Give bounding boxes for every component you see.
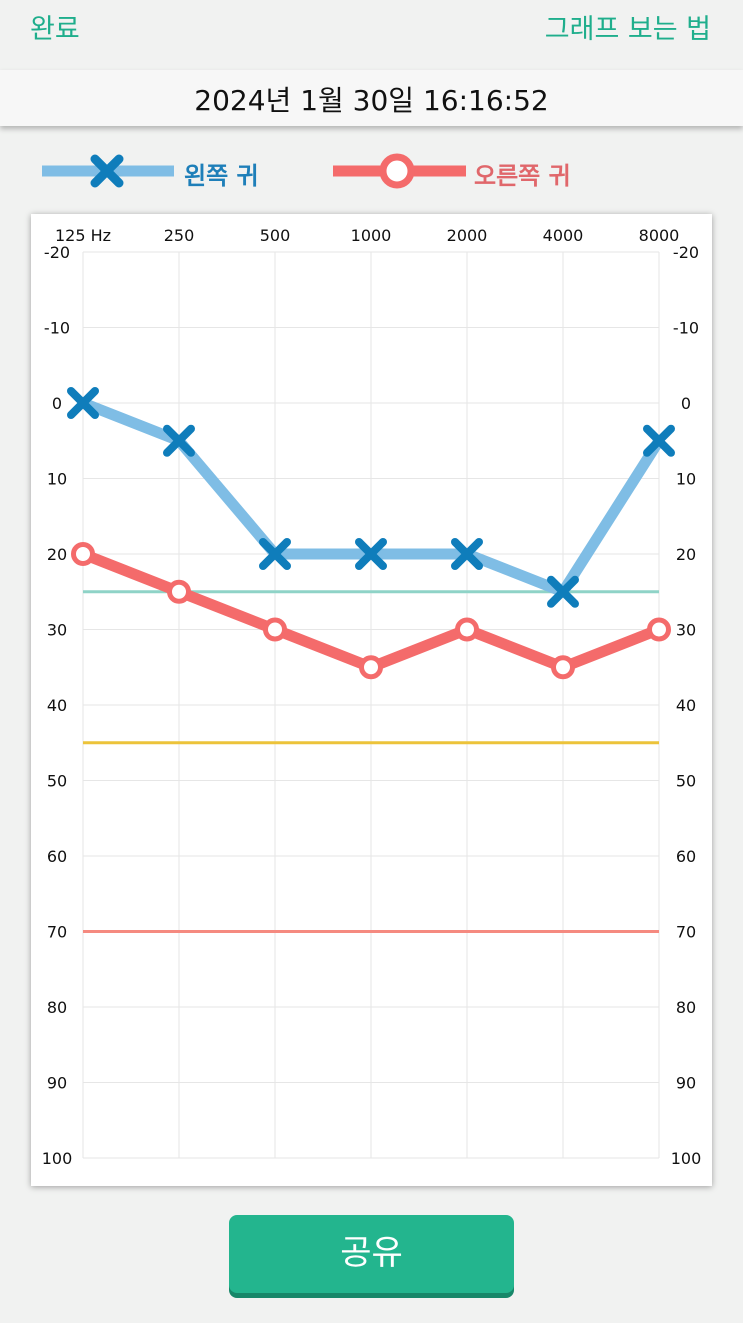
x-tick-label: 8000 [639,226,680,245]
left-ear-point [451,538,483,570]
right-ear-point [359,655,383,680]
y-tick-label-left: -10 [44,319,70,338]
left-ear-point [163,424,195,457]
right-ear-point [647,617,671,642]
y-tick-label-right: 20 [676,545,696,564]
y-tick-label-left: 40 [47,696,67,715]
left-ear-point [547,575,579,608]
y-tick-label-right: 30 [676,621,696,640]
y-tick-label-right: -20 [673,243,699,262]
audiogram-card: -20 -20 -10 -10 0 0 10 10 20 20 30 30 40 40 50 50 60 60 70… [31,214,712,1186]
right-ear-point [551,655,575,680]
test-datetime: 2024년 1월 30일 16:16:52 [194,84,549,117]
y-tick-label-right: 100 [671,1149,702,1168]
y-tick-label-left: 0 [52,394,62,413]
right-ear-point [167,579,191,604]
x-tick-label: 500 [260,226,291,245]
graph-help-button[interactable]: 그래프 보는 법 [544,14,711,45]
date-bar: 2024년 1월 30일 16:16:52 [0,70,743,126]
y-tick-label-left: 90 [47,1074,67,1093]
left-ear-label: 왼쪽 귀 [184,162,259,190]
y-tick-label-right: 90 [676,1074,696,1093]
y-tick-label-left: 80 [47,998,67,1017]
y-tick-label-left: 60 [47,847,67,866]
legend-right-ear: 오른쪽 귀 [331,140,601,200]
y-tick-label-right: 10 [676,470,696,489]
right-ear-point [455,617,479,642]
x-tick-label: 2000 [447,226,488,245]
y-tick-label-left: 20 [47,545,67,564]
right-ear-legend-icon [333,153,466,189]
left-ear-point [355,538,387,570]
left-ear-point [67,387,99,419]
x-tick-label: 4000 [543,226,584,245]
y-tick-label-left: 70 [47,923,67,942]
legend-left-ear: 왼쪽 귀 [40,140,280,200]
left-ear-point [259,538,291,570]
done-button[interactable]: 완료 [30,14,80,45]
y-tick-label-left: -20 [44,243,70,262]
left-ear-legend-icon [42,154,174,188]
y-tick-label-right: 50 [676,772,696,791]
audiogram-chart: -20 -20 -10 -10 0 0 10 10 20 20 30 30 40 40 50 50 60 60 70… [42,226,702,1168]
y-tick-label-left: 100 [42,1149,73,1168]
x-tick-label: 1000 [351,226,392,245]
right-ear-label: 오른쪽 귀 [474,162,571,190]
legend: 왼쪽 귀 오른쪽 귀 [0,140,743,200]
right-ear-point [263,617,287,642]
x-tick-label: 125 Hz [55,226,111,245]
share-button[interactable]: 공유 [229,1215,514,1293]
y-tick-label-left: 50 [47,772,67,791]
y-tick-label-right: 0 [681,394,691,413]
y-tick-label-left: 10 [47,470,67,489]
y-tick-label-right: 70 [676,923,696,942]
left-ear-point [643,424,675,457]
y-tick-label-right: 80 [676,998,696,1017]
y-tick-label-right: 40 [676,696,696,715]
y-tick-label-right: 60 [676,847,696,866]
right-ear-point [71,542,95,566]
nav-bar: 완료 그래프 보는 법 [0,0,743,54]
x-tick-label: 250 [164,226,195,245]
y-tick-label-left: 30 [47,621,67,640]
y-tick-label-right: -10 [673,319,699,338]
